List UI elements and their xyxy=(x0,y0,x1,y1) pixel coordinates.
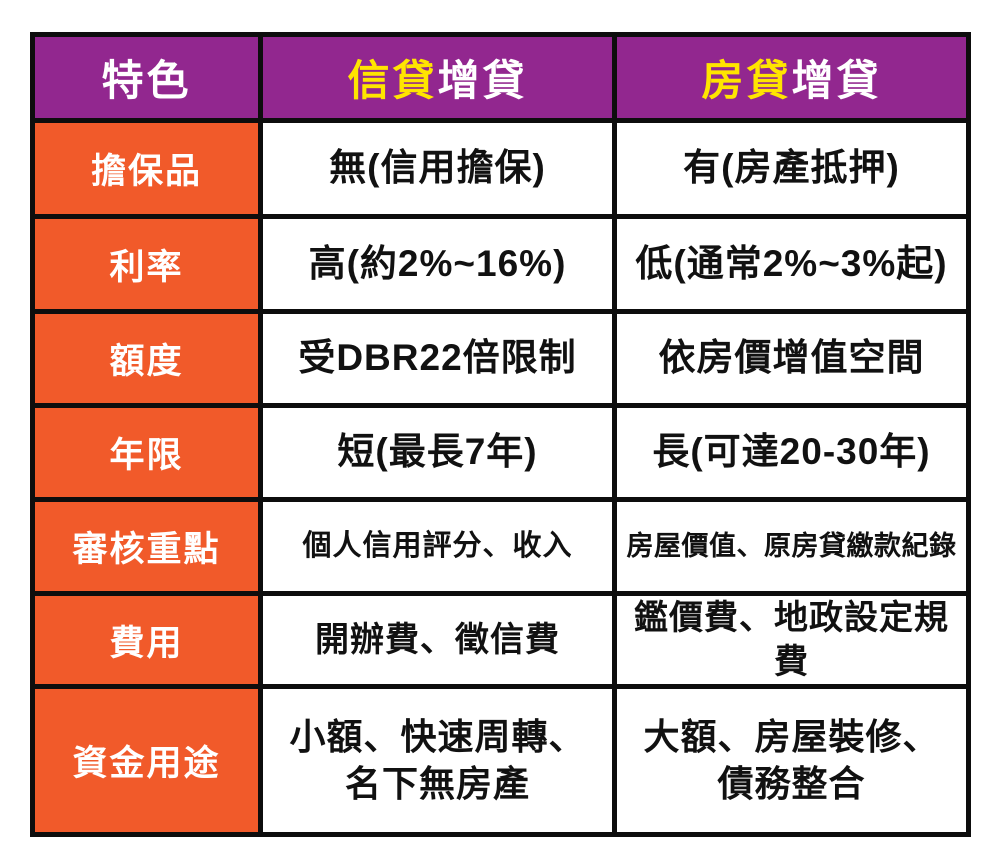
header-credit-loan: 信貸增貸 xyxy=(258,32,617,123)
header-credit-rest: 增貸 xyxy=(437,57,528,104)
mortgage-value-cell: 鑑價費、地政設定規費 xyxy=(612,590,971,690)
credit-value-cell: 無(信用擔保) xyxy=(258,118,617,219)
row-label: 擔保品 xyxy=(30,118,263,219)
table-row: 額度 受DBR22倍限制 依房價增值空間 xyxy=(30,309,971,408)
header-feature-label: 特色 xyxy=(101,57,192,104)
row-label: 年限 xyxy=(30,403,263,502)
row-label: 額度 xyxy=(30,309,263,408)
row-label: 審核重點 xyxy=(30,497,263,596)
header-mortgage-loan: 房貸增貸 xyxy=(612,32,971,123)
table-row: 擔保品 無(信用擔保) 有(房產抵押) xyxy=(30,118,971,219)
header-row: 特色 信貸增貸 房貸增貸 xyxy=(30,32,971,123)
row-label: 資金用途 xyxy=(30,684,263,838)
loan-comparison-table: 特色 信貸增貸 房貸增貸 擔保品 無(信用擔保) 有(房產抵押) 利率 高(約2%~16… xyxy=(30,32,971,838)
credit-value-cell: 個人信用評分、收入 xyxy=(258,497,617,596)
header-mortgage-rest: 增貸 xyxy=(791,57,882,104)
table-row: 資金用途 小額、快速周轉、 名下無房產 大額、房屋裝修、 債務整合 xyxy=(30,684,971,838)
credit-value-cell: 開辦費、徵信費 xyxy=(258,590,617,690)
mortgage-value-cell: 依房價增值空間 xyxy=(612,309,971,408)
table-row: 費用 開辦費、徵信費 鑑價費、地政設定規費 xyxy=(30,590,971,690)
mortgage-value-cell: 房屋價值、原房貸繳款紀錄 xyxy=(612,497,971,596)
credit-value-cell: 高(約2%~16%) xyxy=(258,214,617,314)
mortgage-value-cell: 長(可達20-30年) xyxy=(612,403,971,502)
table-row: 利率 高(約2%~16%) 低(通常2%~3%起) xyxy=(30,214,971,314)
mortgage-value-cell: 有(房產抵押) xyxy=(612,118,971,219)
row-label: 費用 xyxy=(30,590,263,690)
credit-value-cell: 受DBR22倍限制 xyxy=(258,309,617,408)
row-label: 利率 xyxy=(30,214,263,314)
table-body: 擔保品 無(信用擔保) 有(房產抵押) 利率 高(約2%~16%) 低(通常2%~3%起)… xyxy=(30,118,971,838)
credit-value-cell: 小額、快速周轉、 名下無房產 xyxy=(258,684,617,838)
table-row: 年限 短(最長7年) 長(可達20-30年) xyxy=(30,403,971,502)
mortgage-value-cell: 大額、房屋裝修、 債務整合 xyxy=(612,684,971,838)
header-credit-highlight: 信貸 xyxy=(347,57,438,104)
table-header: 特色 信貸增貸 房貸增貸 xyxy=(30,32,971,123)
mortgage-value-cell: 低(通常2%~3%起) xyxy=(612,214,971,314)
header-mortgage-highlight: 房貸 xyxy=(701,57,792,104)
credit-value-cell: 短(最長7年) xyxy=(258,403,617,502)
table-row: 審核重點 個人信用評分、收入 房屋價值、原房貸繳款紀錄 xyxy=(30,497,971,596)
header-feature: 特色 xyxy=(30,32,263,123)
